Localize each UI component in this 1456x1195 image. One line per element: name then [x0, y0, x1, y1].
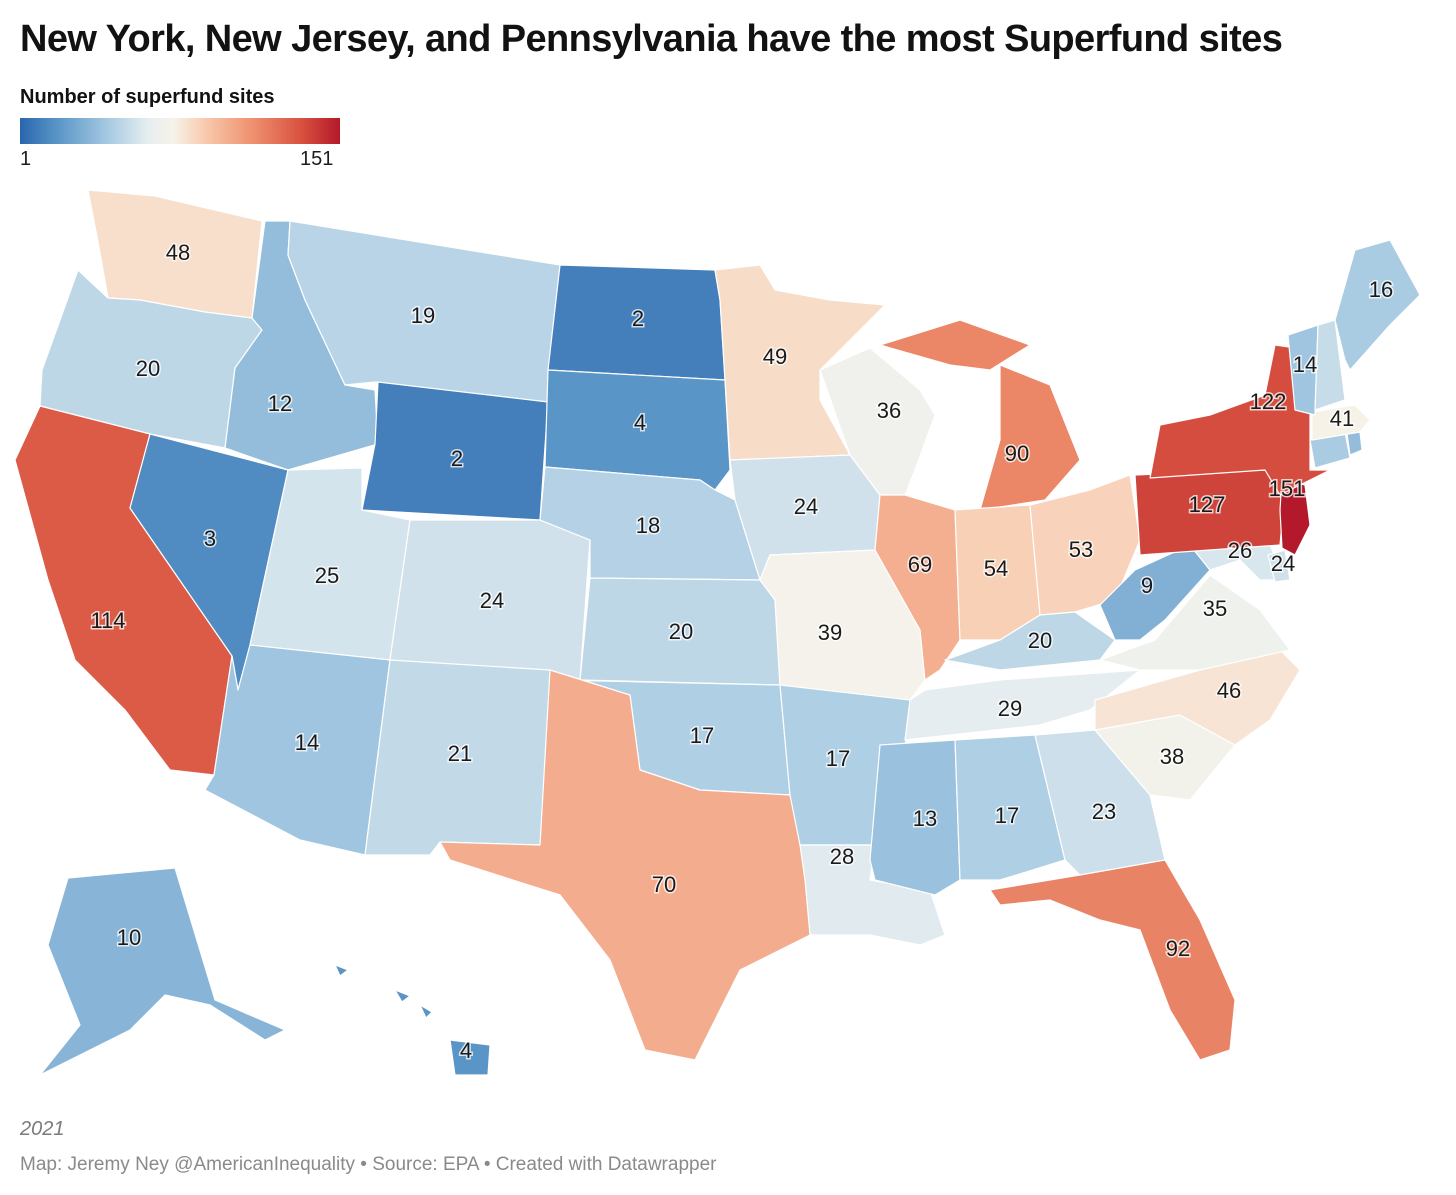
state-label-md: 26 — [1228, 538, 1252, 563]
state-vt — [1287, 324, 1319, 416]
state-tn — [904, 669, 1141, 741]
state-label-wy: 2 — [451, 446, 463, 471]
state-label-vt: 14 — [1293, 352, 1317, 377]
state-label-ne: 18 — [636, 513, 660, 538]
state-label-me: 16 — [1369, 277, 1393, 302]
state-tx — [439, 669, 811, 1061]
state-ak — [39, 867, 286, 1076]
state-label-ky: 20 — [1028, 628, 1052, 653]
state-label-oh: 53 — [1069, 537, 1093, 562]
state-label-mi: 90 — [1005, 441, 1029, 466]
state-label-mt: 19 — [411, 303, 435, 328]
state-label-wv: 9 — [1141, 573, 1153, 598]
state-ny — [1149, 344, 1331, 496]
state-label-il: 69 — [908, 552, 932, 577]
state-label-ks: 20 — [669, 619, 693, 644]
state-label-mo: 39 — [818, 620, 842, 645]
state-label-nj: 151 — [1269, 476, 1306, 501]
state-label-ok: 17 — [690, 723, 714, 748]
state-label-pa: 127 — [1189, 492, 1226, 517]
state-label-sc: 38 — [1160, 744, 1184, 769]
state-label-az: 14 — [295, 730, 319, 755]
state-nh — [1314, 319, 1346, 411]
state-mi — [879, 319, 1081, 511]
state-co — [389, 519, 591, 681]
state-label-nc: 46 — [1217, 678, 1241, 703]
state-label-co: 24 — [480, 588, 504, 613]
state-label-wa: 48 — [166, 240, 190, 265]
chart-title: New York, New Jersey, and Pennsylvania h… — [20, 18, 1283, 60]
state-mn — [714, 264, 886, 461]
state-label-nd: 2 — [632, 306, 644, 331]
state-ma — [1311, 404, 1371, 441]
state-wi — [819, 347, 936, 496]
state-hi — [334, 964, 491, 1076]
state-label-ak: 10 — [117, 925, 141, 950]
state-label-fl: 92 — [1166, 936, 1190, 961]
state-label-tx: 70 — [652, 872, 676, 897]
state-label-nv: 3 — [204, 526, 216, 551]
state-label-ga: 23 — [1092, 799, 1116, 824]
state-label-ar: 17 — [826, 746, 850, 771]
state-label-id: 12 — [268, 391, 292, 416]
state-label-al: 17 — [995, 803, 1019, 828]
state-label-ms: 13 — [913, 806, 937, 831]
state-va — [1099, 574, 1291, 671]
state-label-mn: 49 — [763, 344, 787, 369]
state-label-de: 24 — [1271, 551, 1295, 576]
state-ky — [944, 611, 1116, 671]
legend-title: Number of superfund sites — [20, 86, 275, 108]
state-al — [954, 734, 1066, 881]
state-label-hi: 4 — [460, 1038, 472, 1063]
state-label-ma: 41 — [1330, 406, 1354, 431]
state-label-ia: 24 — [794, 494, 818, 519]
state-de — [1267, 549, 1291, 583]
state-label-tn: 29 — [998, 696, 1022, 721]
state-me — [1334, 239, 1421, 371]
map-notes: 2021 — [20, 1118, 65, 1140]
legend-color-scale — [20, 118, 340, 144]
state-nj — [1279, 477, 1311, 556]
state-label-wi: 36 — [877, 398, 901, 423]
state-label-ca: 114 — [90, 608, 125, 633]
state-il — [874, 494, 961, 681]
state-ri — [1346, 431, 1363, 456]
state-label-va: 35 — [1203, 596, 1227, 621]
map-credit: Map: Jeremy Ney @AmericanInequality • So… — [20, 1154, 717, 1175]
state-label-la: 28 — [830, 844, 854, 869]
state-label-sd: 4 — [634, 410, 646, 435]
state-label-in: 54 — [984, 556, 1008, 581]
state-label-nm: 21 — [448, 741, 472, 766]
legend-max-label: 151 — [300, 148, 334, 170]
state-fl — [989, 859, 1236, 1061]
state-wy — [361, 381, 549, 521]
state-label-ny: 122 — [1250, 389, 1287, 414]
legend-min-label: 1 — [20, 148, 32, 170]
state-wv — [1099, 544, 1211, 641]
state-label-or: 20 — [136, 356, 160, 381]
state-label-ut: 25 — [315, 563, 339, 588]
